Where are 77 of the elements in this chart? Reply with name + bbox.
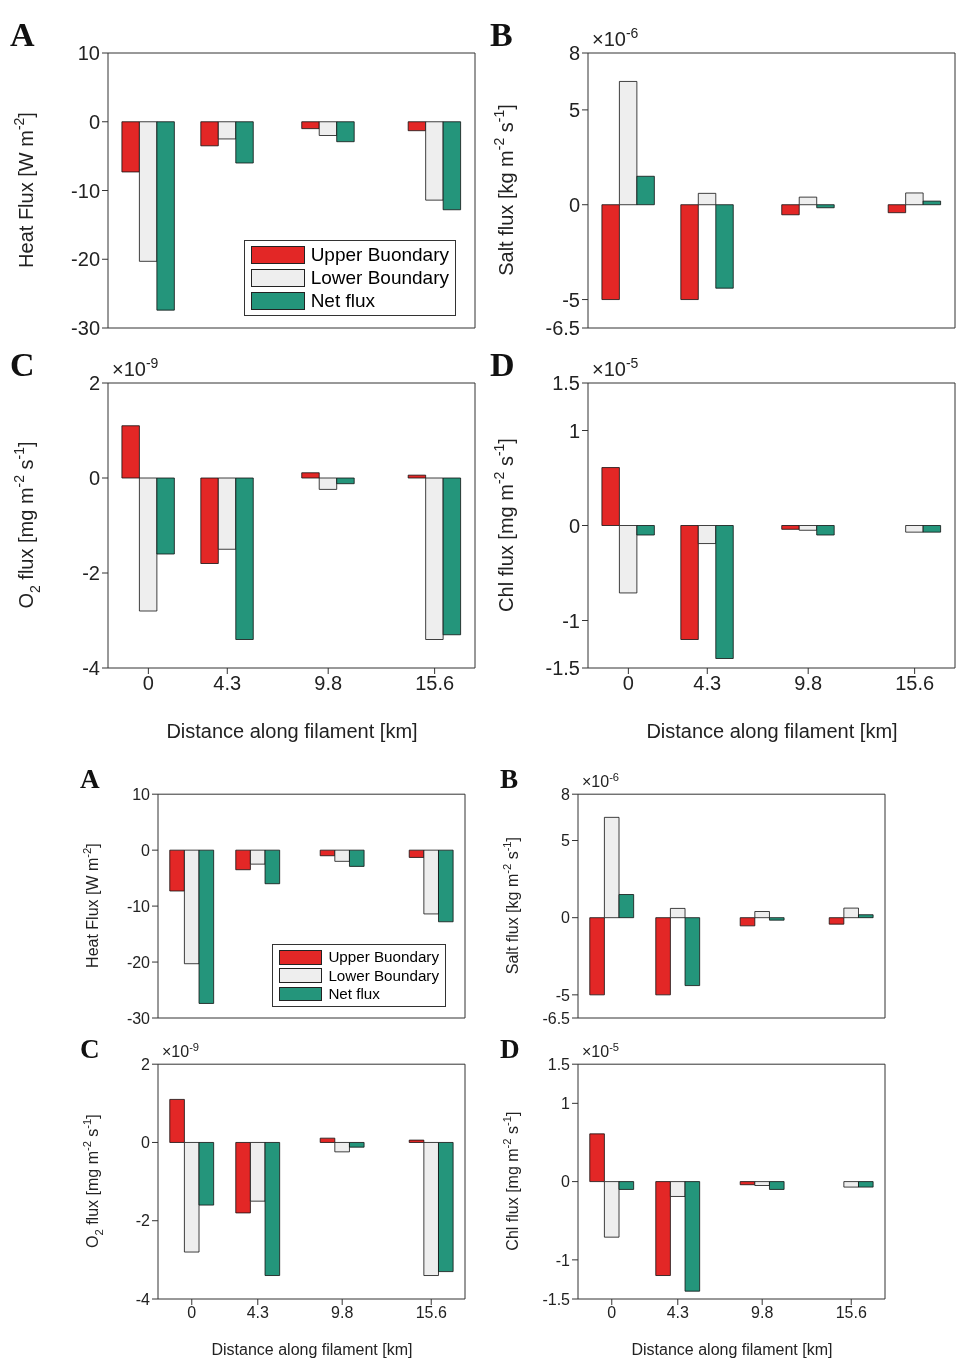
y-tick-label: -2 — [135, 1212, 151, 1230]
y-tick-label: 0 — [141, 841, 151, 859]
legend-label: Upper Buondary — [328, 948, 439, 967]
y-tick-label: 8 — [561, 785, 571, 803]
y-tick-label: 2 — [88, 372, 100, 395]
chart-title: A — [10, 16, 35, 53]
text: ×10$^{-6}$ — [592, 25, 639, 50]
x-tick-label: 4.3 — [693, 672, 722, 695]
chart-title: B — [490, 16, 513, 53]
y-tick-label: -1 — [562, 609, 580, 632]
y-tick-label: 0 — [88, 110, 100, 133]
y-tick-label: 0 — [561, 909, 571, 927]
y-tick-label: -6.5 — [545, 317, 580, 340]
chart-title: D — [490, 346, 515, 383]
y-tick-label: 0 — [568, 193, 580, 216]
y-tick-label: -1.5 — [545, 657, 580, 680]
y-tick-label: -4 — [82, 657, 100, 680]
x-tick-label: 4.3 — [246, 1304, 269, 1322]
legend-label: Net flux — [310, 289, 376, 313]
x-tick-label: 4.3 — [213, 672, 242, 695]
chart-title: C — [10, 346, 35, 383]
y-tick-label: 10 — [132, 785, 151, 803]
legend-label: Lower Boundary — [310, 266, 449, 290]
legend-label: Net flux — [328, 984, 380, 1004]
y-tick-label: -20 — [126, 953, 151, 971]
x-tick-label: 15.6 — [835, 1304, 867, 1322]
x-tick-label: 9.8 — [794, 672, 823, 695]
x-axis-title: Distance along filament [km] — [631, 1341, 833, 1358]
y-tick-label: -4 — [135, 1290, 151, 1308]
x-tick-label: 15.6 — [415, 1304, 447, 1322]
y-tick-label: 0 — [568, 514, 580, 537]
y-tick-label: -6.5 — [542, 1009, 571, 1027]
x-tick-label: 9.8 — [331, 1304, 354, 1322]
x-tick-label: 9.8 — [314, 672, 343, 695]
y-tick-label: 5 — [561, 832, 571, 850]
y-tick-label: 8 — [568, 42, 580, 65]
y-tick-label: 0 — [561, 1173, 571, 1191]
y-tick-label: 1.5 — [547, 1055, 571, 1073]
y-tick-label: -5 — [555, 986, 571, 1004]
text: ×10$^{-6}$ — [582, 771, 620, 791]
x-tick-label: 9.8 — [751, 1304, 774, 1322]
x-axis-title: Distance along filament [km] — [211, 1341, 413, 1358]
text: ×10$^{-9}$ — [112, 355, 159, 380]
x-axis-title: Distance along filament [km] — [166, 720, 418, 742]
chart-title: D — [500, 1034, 520, 1065]
x-tick-label: 15.6 — [415, 672, 455, 695]
text: ×10$^{-5}$ — [592, 355, 639, 380]
y-tick-label: -5 — [562, 288, 580, 311]
text: ×10$^{-5}$ — [582, 1041, 620, 1061]
y-tick-label: -30 — [71, 317, 100, 340]
y-tick-label: -10 — [126, 897, 151, 915]
x-tick-label: 0 — [607, 1304, 617, 1322]
y-tick-label: -30 — [126, 1009, 151, 1027]
x-tick-label: 15.6 — [895, 672, 935, 695]
y-tick-label: 0 — [88, 467, 100, 490]
chart-title: B — [500, 764, 519, 795]
y-tick-label: -1 — [555, 1251, 571, 1269]
y-tick-label: -1.5 — [542, 1290, 571, 1308]
y-tick-label: 0 — [141, 1134, 151, 1152]
y-tick-label: 5 — [568, 99, 580, 121]
y-tick-label: -10 — [71, 179, 100, 202]
chart-title: C — [80, 1034, 100, 1065]
y-tick-label: -2 — [82, 562, 100, 585]
x-axis-title: Distance along filament [km] — [646, 720, 898, 742]
y-tick-label: 2 — [141, 1055, 151, 1073]
y-tick-label: 1 — [568, 419, 580, 442]
legend-label: Upper Buondary — [310, 244, 449, 267]
y-tick-label: -20 — [71, 248, 100, 271]
y-tick-label: 10 — [77, 42, 100, 65]
y-tick-label: 1.5 — [552, 372, 580, 395]
x-tick-label: 0 — [622, 672, 634, 695]
chart-title: A — [80, 764, 100, 795]
x-tick-label: 0 — [187, 1304, 197, 1322]
y-tick-label: 1 — [561, 1095, 571, 1113]
x-tick-label: 4.3 — [666, 1304, 689, 1322]
legend-label: Lower Boundary — [328, 966, 439, 985]
text: ×10$^{-9}$ — [162, 1041, 200, 1061]
